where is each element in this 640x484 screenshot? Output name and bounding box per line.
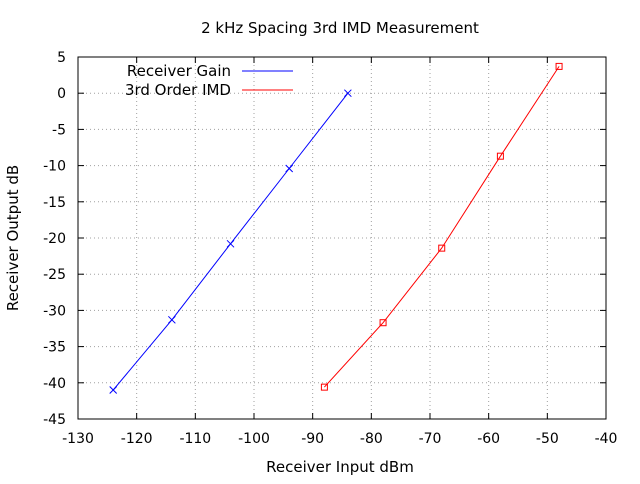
x-axis-label: Receiver Input dBm xyxy=(266,458,414,476)
x-tick-label: -100 xyxy=(238,431,270,447)
y-axis-label: Receiver Output dB xyxy=(4,165,22,311)
legend-label: 3rd Order IMD xyxy=(125,81,231,99)
y-tick-label: 0 xyxy=(57,86,66,102)
y-tick-label: -5 xyxy=(52,122,66,138)
data-point-square-marker xyxy=(379,319,387,327)
x-tick-label: -90 xyxy=(301,431,324,447)
x-tick-label: -70 xyxy=(419,431,442,447)
y-tick-label: -15 xyxy=(43,195,66,211)
data-point-square-marker xyxy=(555,62,563,70)
series-1 xyxy=(109,89,352,394)
x-tick-label: -60 xyxy=(477,431,500,447)
data-point-square-marker xyxy=(320,383,328,391)
data-point-x-marker xyxy=(344,89,352,98)
series-line xyxy=(324,66,560,388)
y-tick-label: -25 xyxy=(43,267,66,283)
y-tick-label: -45 xyxy=(43,412,66,428)
data-point-x-marker xyxy=(109,386,118,394)
series-layer xyxy=(109,62,563,394)
series-2 xyxy=(320,62,563,391)
chart-title: 2 kHz Spacing 3rd IMD Measurement xyxy=(201,19,479,37)
x-tick-label: -50 xyxy=(536,431,559,447)
data-point-square-marker xyxy=(438,244,446,252)
data-point-square-marker xyxy=(496,152,504,160)
grid xyxy=(78,57,606,419)
y-tick-label: 5 xyxy=(57,50,66,66)
y-tick-label: -20 xyxy=(43,231,66,247)
x-tick-label: -40 xyxy=(595,431,618,447)
data-point-x-marker xyxy=(168,315,176,324)
x-tick-label: -120 xyxy=(121,431,153,447)
y-tick-label: -35 xyxy=(43,340,66,356)
x-tick-label: -130 xyxy=(62,431,94,447)
x-tick-label: -80 xyxy=(360,431,383,447)
x-tick-label: -110 xyxy=(179,431,211,447)
data-point-x-marker xyxy=(226,239,235,248)
y-tick-label: -10 xyxy=(43,159,66,175)
y-tick-label: -40 xyxy=(43,376,66,392)
y-tick-label: -30 xyxy=(43,303,66,319)
data-point-x-marker xyxy=(285,164,294,173)
legend-label: Receiver Gain xyxy=(127,62,231,80)
axis-ticks: -130 -120 -110 -100 -90 -80 -70 -60 -50 -40-45-40… xyxy=(43,50,617,447)
